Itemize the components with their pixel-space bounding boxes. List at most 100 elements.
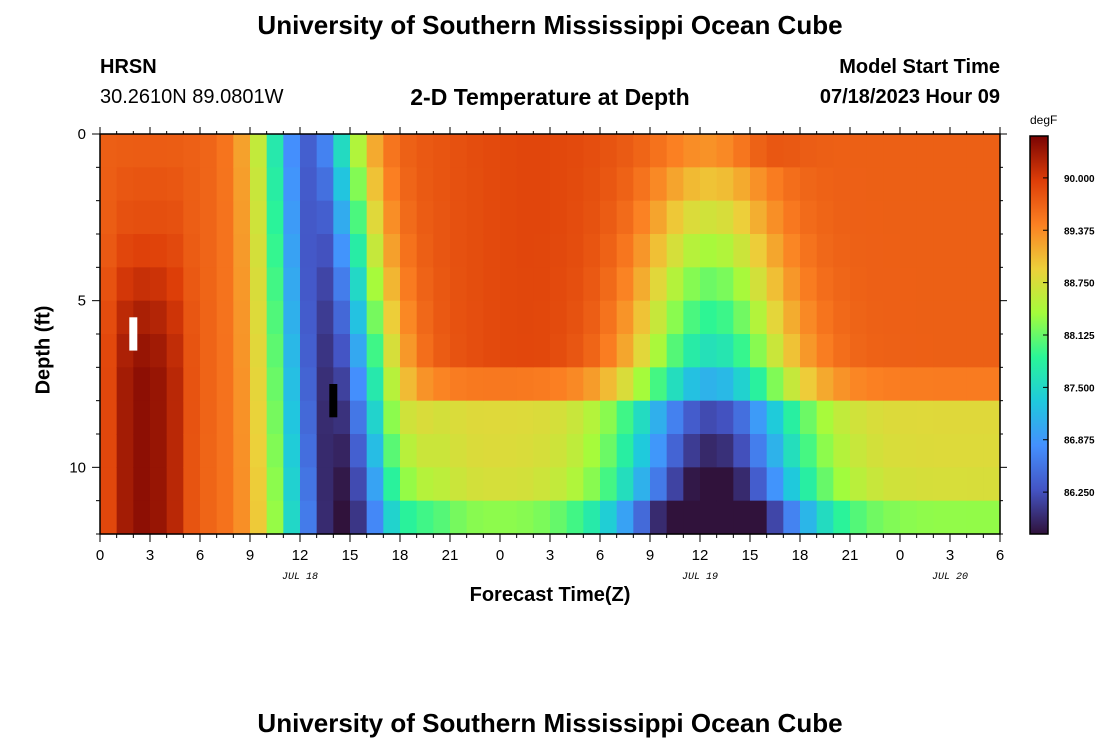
heatmap-cell xyxy=(583,300,601,335)
heatmap-cell xyxy=(783,434,801,468)
heatmap-cell xyxy=(116,500,134,535)
heatmap-cell xyxy=(450,267,468,302)
heatmap-cell xyxy=(250,334,268,368)
heatmap-cell xyxy=(766,134,784,168)
heatmap-cell xyxy=(100,434,118,468)
current-time-marker-black xyxy=(329,384,338,418)
heatmap-cell xyxy=(516,200,534,235)
heatmap-cell xyxy=(516,467,534,502)
heatmap-cell xyxy=(150,500,168,535)
heatmap-cell xyxy=(766,367,784,402)
heatmap-cell xyxy=(800,400,818,435)
heatmap-cell xyxy=(333,434,351,468)
heatmap-cell xyxy=(366,200,384,235)
heatmap-cell xyxy=(433,134,451,168)
heatmap-cell xyxy=(283,500,301,535)
heatmap-cell xyxy=(333,167,351,202)
heatmap-cell xyxy=(950,400,968,435)
heatmap-cell xyxy=(416,267,434,302)
heatmap-cell xyxy=(383,367,401,402)
heatmap-cell xyxy=(450,200,468,235)
x-tick-label: 6 xyxy=(196,547,204,564)
heatmap-cell xyxy=(800,300,818,335)
heatmap-cell xyxy=(250,434,268,468)
heatmap-cell xyxy=(800,167,818,202)
heatmap-cell xyxy=(483,134,501,168)
heatmap-cell xyxy=(166,500,184,535)
heatmap-cell xyxy=(783,167,801,202)
heatmap-cell xyxy=(850,400,868,435)
heatmap-cell xyxy=(400,167,418,202)
heatmap-cell xyxy=(650,200,668,235)
heatmap-cell xyxy=(383,300,401,335)
heatmap-cell xyxy=(150,334,168,368)
heatmap-cell xyxy=(550,134,568,168)
heatmap-cell xyxy=(850,200,868,235)
heatmap-cell xyxy=(716,167,734,202)
heatmap-cell xyxy=(966,400,984,435)
heatmap-cell xyxy=(183,134,201,168)
heatmap-cell xyxy=(166,367,184,402)
heatmap-cell xyxy=(766,267,784,302)
heatmap-cell xyxy=(750,200,768,235)
heatmap-cell xyxy=(383,234,401,268)
heatmap-cell xyxy=(616,367,634,402)
heatmap-cell xyxy=(516,367,534,402)
heatmap-cell xyxy=(866,134,884,168)
heatmap-cell xyxy=(533,234,551,268)
footer-title: University of Southern Mississippi Ocean… xyxy=(257,708,843,738)
heatmap-cell xyxy=(833,134,851,168)
heatmap-cell xyxy=(433,400,451,435)
heatmap-cell xyxy=(816,500,834,535)
heatmap-cell xyxy=(766,234,784,268)
x-tick-label: 21 xyxy=(842,547,859,564)
heatmap-cell xyxy=(566,400,584,435)
heatmap-cell xyxy=(866,467,884,502)
x-tick-label: 3 xyxy=(146,547,154,564)
heatmap-cell xyxy=(883,434,901,468)
heatmap-cell xyxy=(933,367,951,402)
heatmap-cell xyxy=(600,367,618,402)
heatmap-cell xyxy=(800,500,818,535)
heatmap-cell xyxy=(483,267,501,302)
heatmap-cell xyxy=(650,367,668,402)
model-start-label: Model Start Time xyxy=(839,56,1000,78)
heatmap-cell xyxy=(100,134,118,168)
heatmap-cell xyxy=(866,434,884,468)
heatmap-cell xyxy=(250,467,268,502)
heatmap-cell xyxy=(350,300,368,335)
heatmap-cell xyxy=(466,234,484,268)
heatmap-cell xyxy=(433,234,451,268)
model-start-value: 07/18/2023 Hour 09 xyxy=(819,86,1000,108)
heatmap-cell xyxy=(750,234,768,268)
heatmap-cell xyxy=(750,300,768,335)
x-date-label: JUL 18 xyxy=(282,572,318,583)
heatmap-cell xyxy=(983,134,1001,168)
colorbar-tick-label: 88.750 xyxy=(1064,279,1095,290)
heatmap-cell xyxy=(416,167,434,202)
heatmap-cell xyxy=(216,134,234,168)
heatmap-cell xyxy=(416,400,434,435)
heatmap-cell xyxy=(133,267,151,302)
heatmap-cell xyxy=(983,200,1001,235)
heatmap-cell xyxy=(316,334,334,368)
heatmap-cell xyxy=(100,234,118,268)
heatmap-cell xyxy=(833,434,851,468)
heatmap-cell xyxy=(116,400,134,435)
heatmap-cell xyxy=(450,234,468,268)
heatmap-cell xyxy=(733,267,751,302)
heatmap-cell xyxy=(483,434,501,468)
heatmap-cell xyxy=(833,300,851,335)
heatmap-cell xyxy=(683,234,701,268)
heatmap-cell xyxy=(883,200,901,235)
heatmap-cell xyxy=(733,200,751,235)
heatmap-cell xyxy=(683,434,701,468)
heatmap-cell xyxy=(500,134,518,168)
heatmap-cell xyxy=(416,467,434,502)
heatmap-cell xyxy=(266,434,284,468)
heatmap-cell xyxy=(550,234,568,268)
heatmap-cell xyxy=(650,134,668,168)
heatmap-cell xyxy=(583,200,601,235)
heatmap-cell xyxy=(950,500,968,535)
colorbar-tick-label: 86.250 xyxy=(1064,488,1095,499)
